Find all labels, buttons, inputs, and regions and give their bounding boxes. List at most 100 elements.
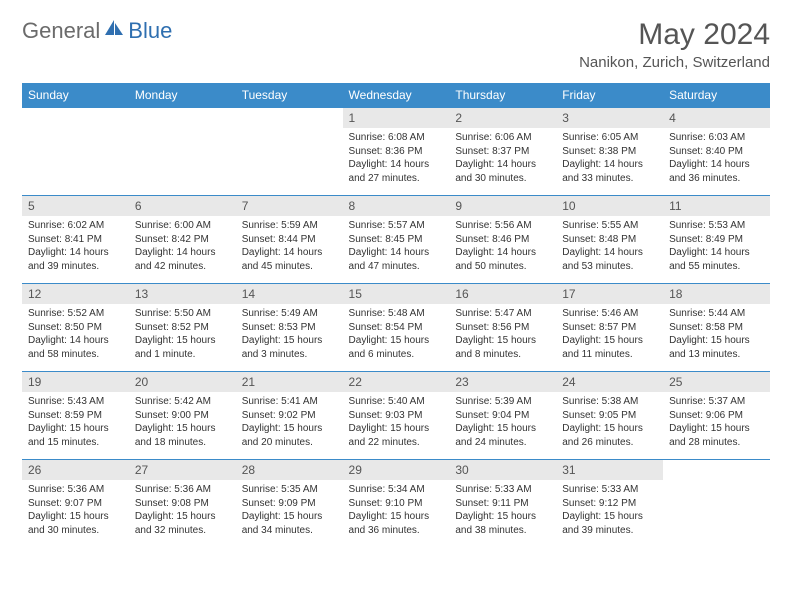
daylight-text: Daylight: 15 hours and 32 minutes. — [135, 510, 230, 537]
daylight-text: Daylight: 14 hours and 36 minutes. — [669, 158, 764, 185]
page-title: May 2024 — [579, 18, 770, 52]
sunset-text: Sunset: 8:41 PM — [28, 233, 123, 247]
calendar-cell — [129, 108, 236, 196]
sunrise-text: Sunrise: 5:46 AM — [562, 307, 657, 321]
day-number: 1 — [343, 108, 450, 128]
day-data: Sunrise: 5:47 AMSunset: 8:56 PMDaylight:… — [449, 304, 556, 365]
sunrise-text: Sunrise: 6:03 AM — [669, 131, 764, 145]
sunset-text: Sunset: 9:00 PM — [135, 409, 230, 423]
sunset-text: Sunset: 9:02 PM — [242, 409, 337, 423]
sunset-text: Sunset: 9:12 PM — [562, 497, 657, 511]
day-data: Sunrise: 6:08 AMSunset: 8:36 PMDaylight:… — [343, 128, 450, 189]
day-number: 29 — [343, 460, 450, 480]
day-data: Sunrise: 5:44 AMSunset: 8:58 PMDaylight:… — [663, 304, 770, 365]
daylight-text: Daylight: 15 hours and 1 minute. — [135, 334, 230, 361]
day-data: Sunrise: 5:39 AMSunset: 9:04 PMDaylight:… — [449, 392, 556, 453]
day-data: Sunrise: 6:00 AMSunset: 8:42 PMDaylight:… — [129, 216, 236, 277]
daylight-text: Daylight: 14 hours and 33 minutes. — [562, 158, 657, 185]
day-number: 20 — [129, 372, 236, 392]
calendar-body: 1Sunrise: 6:08 AMSunset: 8:36 PMDaylight… — [22, 108, 770, 548]
daylight-text: Daylight: 15 hours and 26 minutes. — [562, 422, 657, 449]
calendar-cell: 25Sunrise: 5:37 AMSunset: 9:06 PMDayligh… — [663, 372, 770, 460]
day-number: 8 — [343, 196, 450, 216]
sunrise-text: Sunrise: 5:35 AM — [242, 483, 337, 497]
day-number: 7 — [236, 196, 343, 216]
calendar-cell: 10Sunrise: 5:55 AMSunset: 8:48 PMDayligh… — [556, 196, 663, 284]
calendar-cell: 21Sunrise: 5:41 AMSunset: 9:02 PMDayligh… — [236, 372, 343, 460]
logo: General Blue — [22, 18, 172, 44]
day-number: 19 — [22, 372, 129, 392]
daylight-text: Daylight: 15 hours and 6 minutes. — [349, 334, 444, 361]
calendar-cell: 24Sunrise: 5:38 AMSunset: 9:05 PMDayligh… — [556, 372, 663, 460]
day-data: Sunrise: 5:36 AMSunset: 9:07 PMDaylight:… — [22, 480, 129, 541]
day-data: Sunrise: 5:34 AMSunset: 9:10 PMDaylight:… — [343, 480, 450, 541]
calendar-table: Sunday Monday Tuesday Wednesday Thursday… — [22, 83, 770, 548]
day-number: 24 — [556, 372, 663, 392]
day-number: 28 — [236, 460, 343, 480]
day-number: 18 — [663, 284, 770, 304]
daylight-text: Daylight: 15 hours and 38 minutes. — [455, 510, 550, 537]
daylight-text: Daylight: 14 hours and 30 minutes. — [455, 158, 550, 185]
sunrise-text: Sunrise: 6:05 AM — [562, 131, 657, 145]
day-data: Sunrise: 5:43 AMSunset: 8:59 PMDaylight:… — [22, 392, 129, 453]
sunrise-text: Sunrise: 5:33 AM — [562, 483, 657, 497]
daylight-text: Daylight: 15 hours and 22 minutes. — [349, 422, 444, 449]
day-number — [236, 108, 343, 114]
sunrise-text: Sunrise: 5:55 AM — [562, 219, 657, 233]
sunset-text: Sunset: 9:05 PM — [562, 409, 657, 423]
calendar-row: 1Sunrise: 6:08 AMSunset: 8:36 PMDaylight… — [22, 108, 770, 196]
sunrise-text: Sunrise: 5:36 AM — [135, 483, 230, 497]
weekday-header: Sunday — [22, 83, 129, 108]
calendar-cell: 8Sunrise: 5:57 AMSunset: 8:45 PMDaylight… — [343, 196, 450, 284]
calendar-cell: 3Sunrise: 6:05 AMSunset: 8:38 PMDaylight… — [556, 108, 663, 196]
sunrise-text: Sunrise: 5:56 AM — [455, 219, 550, 233]
day-number: 31 — [556, 460, 663, 480]
sunrise-text: Sunrise: 5:40 AM — [349, 395, 444, 409]
daylight-text: Daylight: 14 hours and 55 minutes. — [669, 246, 764, 273]
calendar-cell: 17Sunrise: 5:46 AMSunset: 8:57 PMDayligh… — [556, 284, 663, 372]
day-number: 26 — [22, 460, 129, 480]
sunrise-text: Sunrise: 6:08 AM — [349, 131, 444, 145]
calendar-cell: 9Sunrise: 5:56 AMSunset: 8:46 PMDaylight… — [449, 196, 556, 284]
sail-icon — [104, 19, 124, 42]
sunset-text: Sunset: 9:10 PM — [349, 497, 444, 511]
day-data: Sunrise: 5:53 AMSunset: 8:49 PMDaylight:… — [663, 216, 770, 277]
day-data: Sunrise: 5:59 AMSunset: 8:44 PMDaylight:… — [236, 216, 343, 277]
sunset-text: Sunset: 8:52 PM — [135, 321, 230, 335]
calendar-row: 26Sunrise: 5:36 AMSunset: 9:07 PMDayligh… — [22, 460, 770, 548]
day-number: 22 — [343, 372, 450, 392]
day-data: Sunrise: 5:33 AMSunset: 9:11 PMDaylight:… — [449, 480, 556, 541]
day-number: 10 — [556, 196, 663, 216]
sunset-text: Sunset: 8:58 PM — [669, 321, 764, 335]
day-data: Sunrise: 5:35 AMSunset: 9:09 PMDaylight:… — [236, 480, 343, 541]
title-block: May 2024 Nanikon, Zurich, Switzerland — [579, 18, 770, 71]
daylight-text: Daylight: 15 hours and 28 minutes. — [669, 422, 764, 449]
daylight-text: Daylight: 15 hours and 13 minutes. — [669, 334, 764, 361]
sunrise-text: Sunrise: 5:34 AM — [349, 483, 444, 497]
day-number: 21 — [236, 372, 343, 392]
day-number: 11 — [663, 196, 770, 216]
sunset-text: Sunset: 8:37 PM — [455, 145, 550, 159]
day-data: Sunrise: 5:38 AMSunset: 9:05 PMDaylight:… — [556, 392, 663, 453]
sunset-text: Sunset: 8:44 PM — [242, 233, 337, 247]
sunrise-text: Sunrise: 5:52 AM — [28, 307, 123, 321]
day-data: Sunrise: 5:42 AMSunset: 9:00 PMDaylight:… — [129, 392, 236, 453]
daylight-text: Daylight: 15 hours and 24 minutes. — [455, 422, 550, 449]
day-number: 16 — [449, 284, 556, 304]
day-data: Sunrise: 6:03 AMSunset: 8:40 PMDaylight:… — [663, 128, 770, 189]
sunrise-text: Sunrise: 6:00 AM — [135, 219, 230, 233]
calendar-cell: 14Sunrise: 5:49 AMSunset: 8:53 PMDayligh… — [236, 284, 343, 372]
sunset-text: Sunset: 9:04 PM — [455, 409, 550, 423]
header: General Blue May 2024 Nanikon, Zurich, S… — [22, 18, 770, 71]
calendar-cell: 6Sunrise: 6:00 AMSunset: 8:42 PMDaylight… — [129, 196, 236, 284]
calendar-cell — [22, 108, 129, 196]
calendar-cell: 2Sunrise: 6:06 AMSunset: 8:37 PMDaylight… — [449, 108, 556, 196]
sunset-text: Sunset: 8:57 PM — [562, 321, 657, 335]
calendar-cell: 26Sunrise: 5:36 AMSunset: 9:07 PMDayligh… — [22, 460, 129, 548]
sunrise-text: Sunrise: 6:02 AM — [28, 219, 123, 233]
day-data: Sunrise: 5:33 AMSunset: 9:12 PMDaylight:… — [556, 480, 663, 541]
sunrise-text: Sunrise: 5:41 AM — [242, 395, 337, 409]
sunrise-text: Sunrise: 5:44 AM — [669, 307, 764, 321]
sunrise-text: Sunrise: 5:42 AM — [135, 395, 230, 409]
calendar-cell: 11Sunrise: 5:53 AMSunset: 8:49 PMDayligh… — [663, 196, 770, 284]
